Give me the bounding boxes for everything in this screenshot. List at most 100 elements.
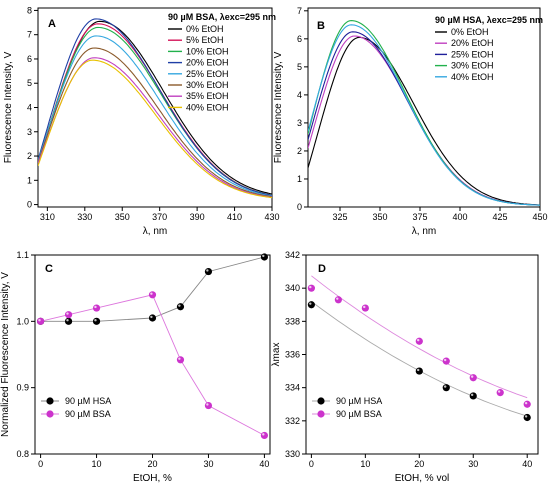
x-tick-label: 430 (264, 212, 279, 222)
y-axis-label: λmax (271, 343, 282, 367)
panel-b-fluorescence-hsa: 325 350 375 400 425 450 0 1 2 3 4 5 6 7 λ, nm Fluoresce… (273, 6, 548, 237)
data-point (148, 314, 157, 322)
data-point-highlight (66, 319, 69, 322)
x-tick-label: 10 (360, 459, 370, 469)
data-point-highlight (206, 269, 209, 272)
data-point (469, 374, 477, 382)
legend-entry: 25% EtOH (186, 69, 229, 79)
x-tick-label: 40 (522, 459, 532, 469)
legend-entry: 10% EtOH (186, 46, 229, 56)
panel-label: B (317, 20, 325, 32)
y-tick-label: 342 (285, 250, 300, 260)
data-point (36, 317, 45, 325)
series-line-40-etoh (38, 59, 272, 199)
data-point-highlight (262, 433, 265, 436)
data-point-highlight (524, 415, 528, 418)
plot-frame (34, 254, 271, 455)
panel-c-normalized-intensity: 0 10 20 30 40 0.8 0.9 1.0 1.1 EtOH, % Normalized F… (0, 250, 271, 484)
y-tick-label: 334 (285, 383, 300, 393)
series-line-30-etoh (308, 20, 540, 206)
data-point-highlight (66, 312, 69, 315)
data-point (64, 317, 73, 325)
plot-frame (305, 254, 539, 455)
data-point (204, 267, 213, 276)
data-point (307, 284, 315, 292)
legend-entry: 35% EtOH (186, 91, 229, 101)
x-tick-label: 370 (152, 212, 167, 222)
series-line-30-etoh (38, 47, 272, 198)
data-point (92, 304, 101, 312)
data-point-highlight (443, 358, 447, 362)
panel-label: A (48, 18, 56, 30)
legend-entry: 90 µM HSA (65, 396, 111, 406)
series-line-25-etoh (308, 31, 540, 206)
legend-entry: 30% EtOH (186, 80, 229, 90)
y-tick-label: 338 (285, 316, 300, 326)
y-tick-label: 340 (285, 283, 300, 293)
data-point (334, 296, 342, 304)
x-tick-label: 425 (492, 212, 507, 222)
series-line-20-etoh (308, 35, 540, 206)
data-point (361, 304, 369, 312)
y-tick-label: 1 (27, 175, 32, 185)
legend-entry: 90 µM HSA (336, 396, 382, 406)
data-point-highlight (524, 401, 528, 405)
data-point (148, 291, 157, 299)
data-point-highlight (150, 315, 153, 319)
legend-swatch-marker (317, 397, 325, 405)
series-line-35-etoh (38, 57, 272, 198)
data-point-highlight (178, 357, 181, 360)
legend-entry: 0% EtOH (451, 27, 489, 37)
legend-entry: 40% EtOH (451, 72, 494, 82)
legend-title: 90 µM HSA, λexc=295 nm (435, 15, 543, 25)
data-point (523, 400, 531, 408)
data-point-highlight (443, 385, 447, 388)
data-point (64, 311, 73, 319)
y-tick-label: 1.1 (16, 250, 29, 260)
series-line-0-etoh (308, 36, 540, 206)
y-tick-label: 332 (285, 416, 300, 426)
y-tick-label: 5 (297, 62, 302, 72)
y-axis-label: Fluorescence Intensity, V (273, 51, 284, 163)
plot-frame (37, 7, 273, 208)
data-point-highlight (150, 292, 153, 295)
y-tick-label: 3 (27, 127, 32, 137)
data-point (523, 413, 531, 422)
y-tick-label: 0 (27, 200, 32, 210)
x-tick-label: 10 (92, 459, 102, 469)
data-point-highlight (38, 319, 41, 322)
panel-label: D (318, 263, 326, 275)
x-tick-label: 350 (115, 212, 130, 222)
y-tick-label: 8 (27, 5, 32, 15)
series-line-20-etoh (38, 18, 272, 196)
series-line-25-etoh (38, 35, 272, 197)
series-line-40-etoh (308, 24, 540, 206)
y-tick-label: 7 (297, 6, 302, 16)
data-point (260, 253, 269, 261)
series-line (311, 275, 528, 399)
series-line (40, 256, 265, 322)
y-tick-label: 6 (297, 34, 302, 44)
legend-entry: 20% EtOH (451, 38, 494, 48)
data-point-highlight (262, 254, 265, 258)
data-point (307, 301, 315, 309)
x-tick-label: 390 (190, 212, 205, 222)
y-tick-label: 0.9 (16, 383, 29, 393)
x-tick-label: 30 (468, 459, 478, 469)
data-point-highlight (336, 297, 339, 300)
legend-swatch-marker (46, 397, 54, 405)
y-tick-label: 336 (285, 350, 300, 360)
series-line-10-etoh (38, 26, 272, 196)
legend-entry: 20% EtOH (186, 58, 229, 68)
data-point-highlight (94, 319, 97, 322)
x-tick-label: 400 (452, 212, 467, 222)
data-point-highlight (206, 403, 209, 406)
data-point (442, 384, 450, 392)
y-tick-label: 3 (297, 118, 302, 128)
y-tick-label: 5 (27, 78, 32, 88)
data-point-highlight (363, 305, 366, 309)
legend-swatch-marker (46, 410, 54, 418)
x-tick-label: 410 (227, 212, 242, 222)
y-tick-label: 6 (27, 54, 32, 64)
